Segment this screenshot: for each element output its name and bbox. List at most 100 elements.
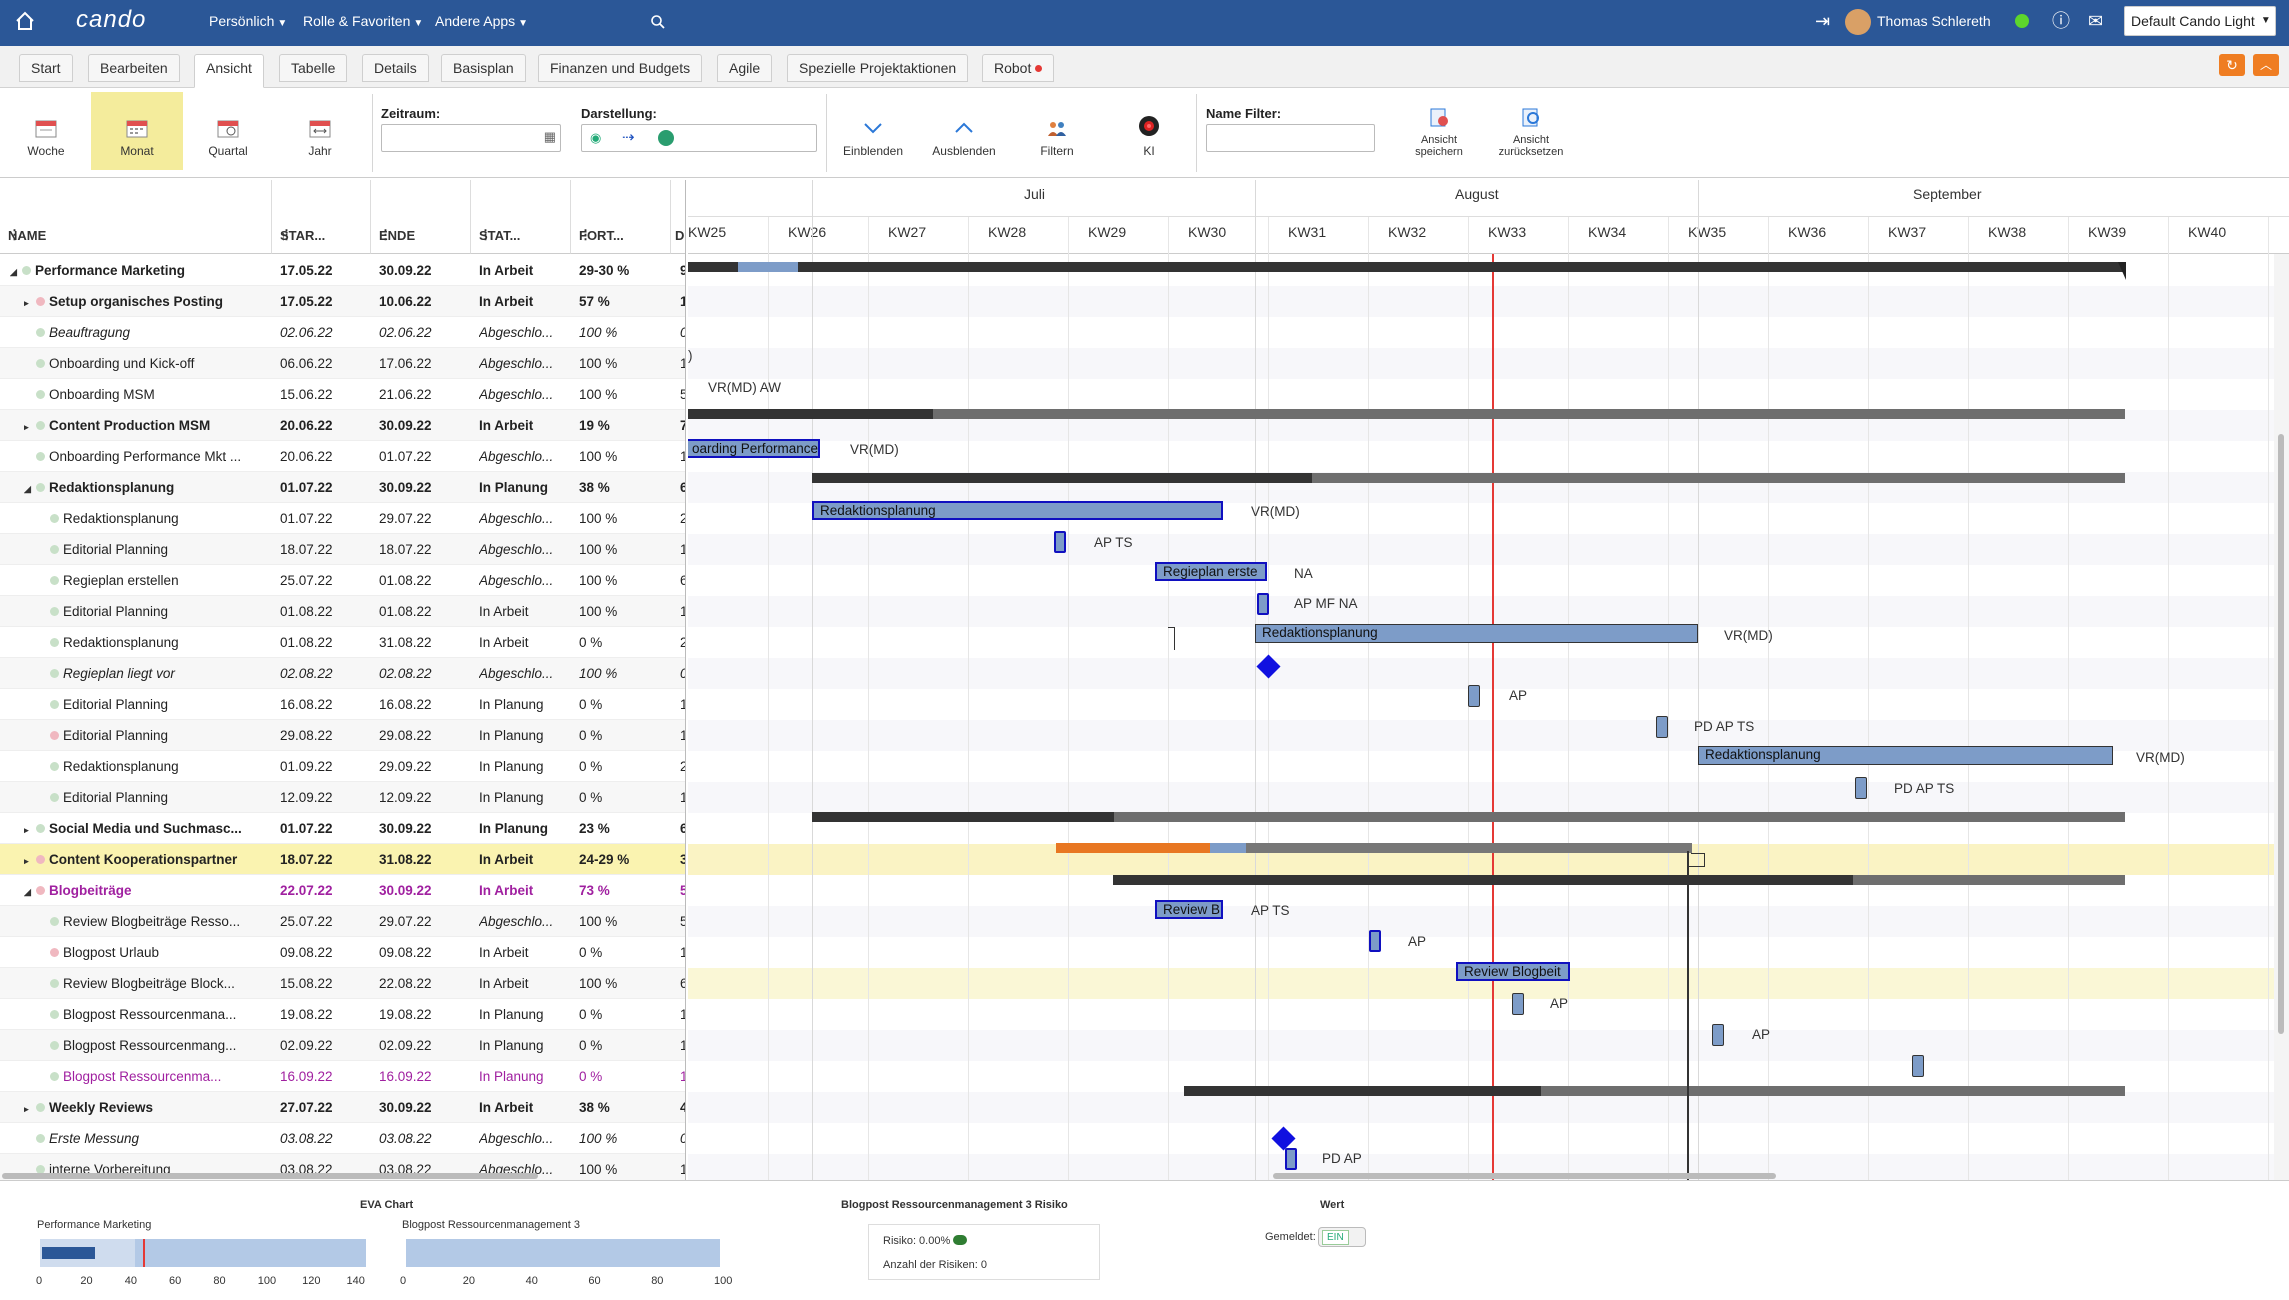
ansicht-speichern-button[interactable]: Ansicht speichern xyxy=(1393,92,1485,170)
task-bar[interactable] xyxy=(1257,593,1269,615)
task-status-cell[interactable]: In Arbeit xyxy=(479,976,529,991)
task-status-cell[interactable]: In Arbeit xyxy=(479,883,534,898)
task-start-cell[interactable]: 03.08.22 xyxy=(280,1131,333,1146)
tab-finanzen[interactable]: Finanzen und Budgets xyxy=(538,54,703,82)
table-row[interactable]: Redaktionsplanung 01.07.22 29.07.22 Abgesch… xyxy=(0,503,685,534)
task-progress-cell[interactable]: 100 % xyxy=(579,511,618,526)
task-d-cell[interactable]: 0 xyxy=(680,1123,685,1154)
task-bar[interactable]: Redaktionsplanung xyxy=(1698,746,2113,765)
tab-robot[interactable]: Robot xyxy=(982,54,1055,82)
task-status-cell[interactable]: In Planung xyxy=(479,759,544,774)
task-end-cell[interactable]: 31.08.22 xyxy=(379,852,432,867)
task-progress-cell[interactable]: 100 % xyxy=(579,604,618,619)
task-d-cell[interactable]: 6 xyxy=(680,472,685,503)
task-start-cell[interactable]: 01.07.22 xyxy=(280,511,333,526)
task-start-cell[interactable]: 01.08.22 xyxy=(280,604,333,619)
task-status-cell[interactable]: In Planung xyxy=(479,1069,544,1084)
task-d-cell[interactable]: 6 xyxy=(680,565,685,596)
task-end-cell[interactable]: 30.09.22 xyxy=(379,418,432,433)
task-end-cell[interactable]: 16.08.22 xyxy=(379,697,432,712)
task-bar[interactable] xyxy=(1468,685,1480,707)
task-d-cell[interactable]: 1 xyxy=(680,348,685,379)
task-bar[interactable] xyxy=(1712,1024,1724,1046)
summary-bar[interactable] xyxy=(688,262,2125,272)
task-status-cell[interactable]: Abgeschlo... xyxy=(479,356,554,371)
task-progress-cell[interactable]: 100 % xyxy=(579,666,618,681)
task-end-cell[interactable]: 09.08.22 xyxy=(379,945,432,960)
search-icon[interactable] xyxy=(650,0,666,46)
grid-scrollbar[interactable] xyxy=(2,1173,538,1179)
task-status-cell[interactable]: Abgeschlo... xyxy=(479,1131,554,1146)
table-row[interactable]: Editorial Planning 16.08.22 16.08.22 In Pla… xyxy=(0,689,685,720)
logout-icon[interactable]: ⇥ xyxy=(1815,11,1831,31)
task-start-cell[interactable]: 02.06.22 xyxy=(280,325,333,340)
gemeldet-toggle[interactable]: EIN xyxy=(1318,1227,1366,1247)
task-end-cell[interactable]: 18.07.22 xyxy=(379,542,432,557)
task-start-cell[interactable]: 15.08.22 xyxy=(280,976,333,991)
tab-spezielle-projektaktionen[interactable]: Spezielle Projektaktionen xyxy=(787,54,969,82)
task-end-cell[interactable]: 17.06.22 xyxy=(379,356,432,371)
task-progress-cell[interactable]: 100 % xyxy=(579,976,618,991)
task-start-cell[interactable]: 16.09.22 xyxy=(280,1069,333,1084)
tab-ansicht[interactable]: Ansicht xyxy=(194,54,264,88)
view-jahr-button[interactable]: Jahr xyxy=(274,92,366,170)
task-d-cell[interactable]: 1 xyxy=(680,1061,685,1092)
task-d-cell[interactable]: 1 xyxy=(680,999,685,1030)
table-row[interactable]: Review Blogbeiträge Resso... 25.07.22 29.0… xyxy=(0,906,685,937)
task-progress-cell[interactable]: 100 % xyxy=(579,356,618,371)
task-name-cell[interactable]: Onboarding Performance Mkt ... xyxy=(24,441,268,472)
task-start-cell[interactable]: 09.08.22 xyxy=(280,945,333,960)
expand-toggle-icon[interactable]: ▸ xyxy=(24,1104,29,1114)
task-bar[interactable] xyxy=(1512,993,1524,1015)
task-d-cell[interactable]: 1 xyxy=(680,1030,685,1061)
task-end-cell[interactable]: 21.06.22 xyxy=(379,387,432,402)
task-end-cell[interactable]: 16.09.22 xyxy=(379,1069,432,1084)
task-progress-cell[interactable]: 23 % xyxy=(579,821,610,836)
task-name-cell[interactable]: Review Blogbeiträge Resso... xyxy=(38,906,268,937)
task-start-cell[interactable]: 27.07.22 xyxy=(280,1100,333,1115)
calendar-picker-icon[interactable]: ▦ xyxy=(543,129,556,144)
task-status-cell[interactable]: In Arbeit xyxy=(479,635,529,650)
task-status-cell[interactable]: In Planung xyxy=(479,480,548,495)
task-start-cell[interactable]: 02.09.22 xyxy=(280,1038,333,1053)
task-d-cell[interactable]: 1 xyxy=(680,534,685,565)
task-status-cell[interactable]: Abgeschlo... xyxy=(479,542,554,557)
table-row[interactable]: ▸ Content Production MSM 20.06.22 30.09.22 I… xyxy=(0,410,685,441)
view-woche-button[interactable]: Woche xyxy=(0,92,92,170)
task-d-cell[interactable]: 6 xyxy=(680,968,685,999)
summary-bar[interactable] xyxy=(1056,843,1692,853)
task-progress-cell[interactable]: 100 % xyxy=(579,325,618,340)
task-start-cell[interactable]: 17.05.22 xyxy=(280,294,333,309)
task-d-cell[interactable]: 4 xyxy=(680,1092,685,1123)
table-row[interactable]: Blogpost Urlaub 09.08.22 09.08.22 In Arbeit… xyxy=(0,937,685,968)
column-header-progress[interactable]: FORT... ⋮ xyxy=(571,180,671,254)
task-status-cell[interactable]: In Planung xyxy=(479,1038,544,1053)
task-status-cell[interactable]: In Arbeit xyxy=(479,294,534,309)
task-start-cell[interactable]: 01.08.22 xyxy=(280,635,333,650)
filtern-button[interactable]: Filtern xyxy=(1011,92,1103,170)
task-start-cell[interactable]: 18.07.22 xyxy=(280,852,333,867)
task-name-cell[interactable]: Redaktionsplanung xyxy=(38,751,268,782)
task-d-cell[interactable]: 1 xyxy=(680,782,685,813)
expand-toggle-icon[interactable]: ◢ xyxy=(10,267,17,277)
task-start-cell[interactable]: 17.05.22 xyxy=(280,263,333,278)
table-row[interactable]: Redaktionsplanung 01.09.22 29.09.22 In Plan… xyxy=(0,751,685,782)
task-bar[interactable]: Review B xyxy=(1155,900,1223,919)
task-end-cell[interactable]: 29.07.22 xyxy=(379,914,432,929)
task-progress-cell[interactable]: 0 % xyxy=(579,728,603,743)
tab-basisplan[interactable]: Basisplan xyxy=(441,54,526,82)
refresh-icon[interactable]: ↻ xyxy=(2219,54,2245,76)
task-progress-cell[interactable]: 100 % xyxy=(579,387,618,402)
table-row[interactable]: Beauftragung 02.06.22 02.06.22 Abgeschlo...… xyxy=(0,317,685,348)
table-row[interactable]: ◢ Performance Marketing 17.05.22 30.09.22 In… xyxy=(0,255,685,286)
table-row[interactable]: Editorial Planning 29.08.22 29.08.22 In Pla… xyxy=(0,720,685,751)
task-d-cell[interactable]: 0 xyxy=(680,658,685,689)
user-menu[interactable]: Thomas Schlereth xyxy=(1845,0,1991,46)
mail-icon[interactable]: ✉ xyxy=(2088,11,2104,31)
task-status-cell[interactable]: In Arbeit xyxy=(479,418,534,433)
task-d-cell[interactable]: 1 xyxy=(680,286,685,317)
task-progress-cell[interactable]: 100 % xyxy=(579,573,618,588)
view-monat-button[interactable]: Monat xyxy=(91,92,183,170)
task-status-cell[interactable]: Abgeschlo... xyxy=(479,914,554,929)
task-name-cell[interactable]: ◢ Redaktionsplanung xyxy=(24,472,268,503)
